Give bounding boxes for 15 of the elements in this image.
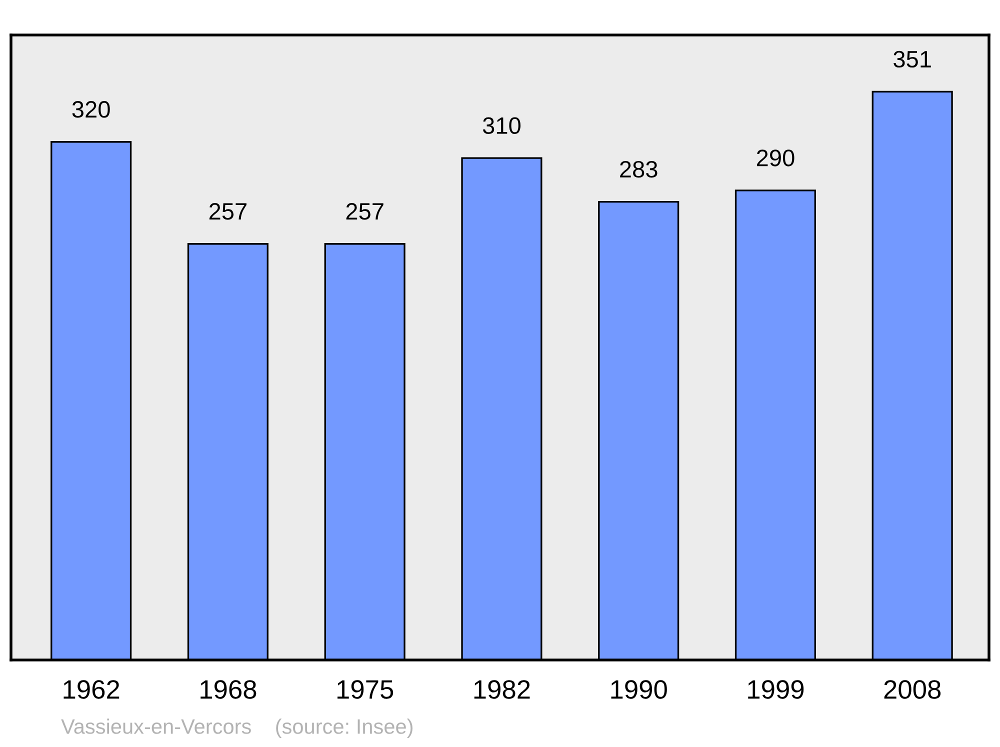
data-label: 290 xyxy=(756,150,794,166)
text: Vassieux-en-Vercors (source: Insee) xyxy=(61,718,412,738)
x-tick-label: 1982 xyxy=(474,680,530,699)
data-label: 351 xyxy=(894,50,931,68)
x-tick-label: 1990 xyxy=(611,680,667,699)
data-label: 310 xyxy=(482,117,520,134)
x-tick-label: 1999 xyxy=(748,680,804,699)
x-tick-label: 2008 xyxy=(884,680,941,699)
data-label: 283 xyxy=(620,160,658,178)
data-label: 257 xyxy=(346,203,384,220)
x-tick-label: 1968 xyxy=(200,680,256,699)
data-label: 320 xyxy=(72,101,110,118)
x-tick-label: 1975 xyxy=(337,680,394,699)
data-label: 257 xyxy=(209,203,246,220)
x-tick-label: 1962 xyxy=(64,680,120,699)
